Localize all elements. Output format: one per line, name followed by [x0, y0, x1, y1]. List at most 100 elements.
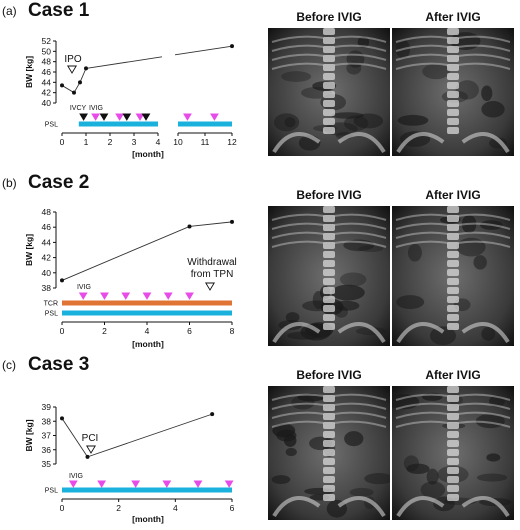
- vertebra: [447, 296, 459, 303]
- vertebra: [323, 73, 335, 80]
- rib: [271, 62, 325, 70]
- bowel-gas: [489, 395, 505, 408]
- ivcy-marker: [79, 113, 88, 121]
- bowel-gas: [473, 255, 487, 270]
- data-point: [60, 83, 64, 88]
- bowel-gas: [276, 429, 297, 442]
- vertebra: [447, 467, 459, 474]
- panel-title: Case 3: [28, 354, 90, 375]
- ivig-label: IVIG: [89, 105, 103, 112]
- vertebra: [323, 55, 335, 62]
- bowel-gas: [339, 272, 367, 287]
- bowel-gas: [429, 326, 456, 346]
- ivig-label: IVIG: [69, 473, 83, 480]
- data-point: [60, 278, 64, 283]
- vertebra: [447, 260, 459, 267]
- bar-psl: [78, 121, 158, 127]
- rib: [395, 240, 449, 248]
- y-tick-label: 37: [42, 431, 52, 441]
- pelvis: [337, 322, 386, 344]
- vertebra: [447, 458, 459, 465]
- pelvis: [272, 132, 321, 154]
- bowel-gas: [291, 395, 315, 410]
- vertebra: [447, 64, 459, 71]
- rib: [395, 393, 449, 401]
- rib: [395, 62, 449, 70]
- bar-psl: [62, 487, 232, 493]
- data-point: [210, 412, 215, 417]
- bowel-gas: [395, 39, 411, 59]
- bowel-gas: [437, 465, 469, 484]
- x-tick-label: 4: [145, 326, 150, 336]
- bowel-gas: [481, 101, 505, 118]
- rib: [271, 213, 325, 221]
- vertebra: [447, 82, 459, 89]
- vertebra: [323, 494, 335, 501]
- bar-label-tcr: TCR: [44, 301, 58, 308]
- vertebra: [323, 449, 335, 456]
- bowel-gas: [285, 447, 297, 457]
- vertebra: [447, 278, 459, 285]
- vertebra: [447, 127, 459, 134]
- bowel-gas: [456, 237, 486, 257]
- annotation-text-line: from TPN: [191, 269, 234, 280]
- ivcy-marker: [141, 113, 151, 121]
- bowel-gas: [349, 487, 374, 497]
- panel-case-2: (b) Case 2 38 40 42 44 46 48 BW [kg] TCR PSL IVIG…: [0, 172, 520, 354]
- panel-case-3: (c) Case 3 35 36 37 38 39 BW [kg] PSL IVIG 0 2 4 6 […: [0, 354, 520, 530]
- vertebra: [323, 206, 335, 213]
- vertebra: [447, 287, 459, 294]
- rib: [271, 53, 325, 61]
- ivig-marker: [68, 480, 78, 488]
- bar-psl: [62, 310, 232, 316]
- vertebra: [447, 485, 459, 492]
- bar-tcr: [62, 300, 232, 306]
- x-tick-label: 0: [60, 326, 65, 336]
- rib: [271, 222, 325, 230]
- vertebra: [447, 242, 459, 249]
- rib: [395, 213, 449, 221]
- x-tick-label: 3: [132, 137, 137, 147]
- panel-title: Case 1: [28, 0, 90, 21]
- vertebra: [323, 91, 335, 98]
- y-tick-label: 36: [42, 445, 52, 455]
- vertebra: [447, 413, 459, 420]
- vertebra: [447, 476, 459, 483]
- vertebra: [447, 323, 459, 330]
- ivig-marker: [193, 480, 203, 488]
- rib: [271, 411, 325, 419]
- vertebra: [323, 386, 335, 393]
- bowel-gas: [476, 473, 508, 482]
- bowel-gas: [331, 284, 365, 301]
- vertebra: [323, 242, 335, 249]
- vertebra: [447, 73, 459, 80]
- y-tick-label: 42: [42, 88, 52, 98]
- y-tick-label: 38: [42, 416, 52, 426]
- vertebra: [323, 287, 335, 294]
- vertebra: [323, 314, 335, 321]
- vertebra: [323, 485, 335, 492]
- vertebra: [323, 323, 335, 330]
- y-tick-label: 50: [42, 46, 52, 56]
- xray-image: [268, 386, 390, 520]
- x-tick-label: 11: [201, 137, 210, 147]
- vertebra: [447, 224, 459, 231]
- xray-after-case-1: [392, 28, 514, 156]
- annotation-text-line: Withdrawal: [187, 257, 236, 268]
- bowel-gas: [297, 393, 325, 402]
- vertebra: [447, 91, 459, 98]
- rib: [333, 62, 387, 70]
- data-point: [230, 219, 234, 224]
- annotation-marker-icon: [67, 65, 77, 74]
- bowel-gas: [426, 468, 439, 485]
- vertebra: [323, 82, 335, 89]
- vertebra: [323, 305, 335, 312]
- pelvis: [272, 322, 321, 344]
- panel-title: Case 2: [28, 172, 90, 193]
- ivig-marker: [185, 292, 194, 300]
- rib: [333, 53, 387, 61]
- vertebra: [447, 494, 459, 501]
- y-tick-label: 39: [42, 402, 52, 412]
- x-tick-label: 12: [227, 137, 237, 147]
- vertebra: [323, 467, 335, 474]
